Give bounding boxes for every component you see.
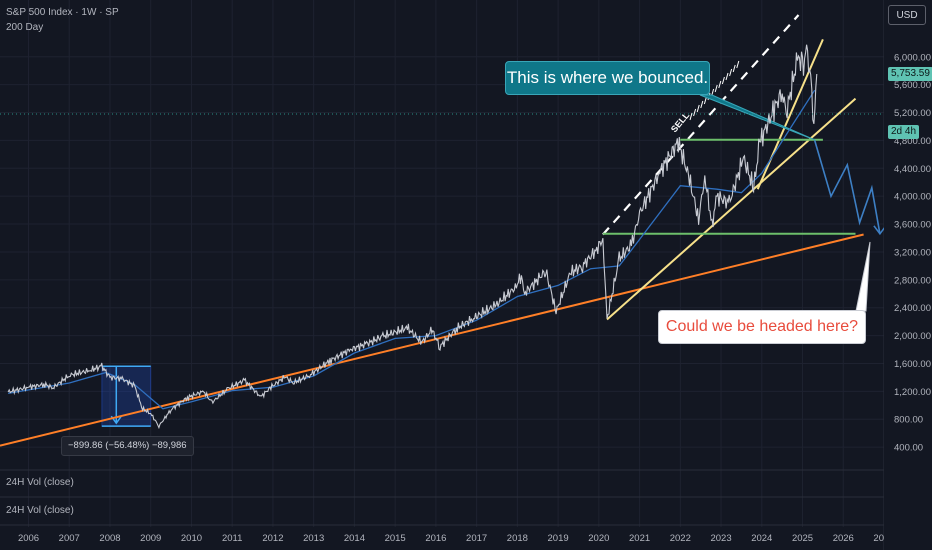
projection-path: [813, 140, 881, 234]
x-tick-label: 2011: [222, 533, 242, 544]
sell-hatch-mark: [714, 84, 718, 93]
y-tick-label: 4,800.00: [894, 136, 931, 147]
x-tick-label: 2013: [303, 533, 324, 544]
bounce-callout-pointer: [699, 94, 816, 141]
y-tick-label: 4,000.00: [894, 192, 931, 203]
x-tick-label: 2026: [833, 533, 854, 544]
x-tick-label: 2025: [792, 533, 813, 544]
y-tick-label: 2,000.00: [894, 331, 931, 342]
drawdown-measure-label: −899.86 (−56.48%) −89,986: [61, 436, 194, 456]
y-tick-label: 1,200.00: [894, 387, 931, 398]
y-tick-label: 3,600.00: [894, 220, 931, 231]
x-tick-label: 2022: [670, 533, 691, 544]
indicator-label[interactable]: 200 Day: [6, 22, 44, 33]
upper-channel-dashed-line: [602, 14, 800, 236]
countdown-tag: 2d 4h: [888, 124, 920, 139]
x-tick-label: 2014: [344, 533, 365, 544]
sell-hatch-mark: [696, 104, 700, 113]
price-axis: 6,000.00 5,600.00 5,200.00 4,800.00 4,400.00…: [884, 0, 932, 550]
grid: [0, 0, 885, 527]
sell-hatch-mark: [725, 72, 729, 81]
y-tick-label: 800.00: [894, 415, 923, 426]
x-tick-label: 2010: [181, 533, 202, 544]
y-tick-label: 5,600.00: [894, 80, 931, 91]
sell-hatch-mark: [721, 76, 725, 85]
projection-arrow-head: [873, 225, 887, 236]
x-tick-label: 2009: [140, 533, 161, 544]
y-tick-label: 1,600.00: [894, 359, 931, 370]
y-tick-label: 5,200.00: [894, 108, 931, 119]
x-tick-label: 2008: [99, 533, 120, 544]
y-tick-label: 3,200.00: [894, 247, 931, 258]
covid-uptrend-line: [606, 97, 857, 321]
x-tick-label: 2019: [548, 533, 569, 544]
x-tick-label: 2012: [262, 533, 283, 544]
sell-hatch-mark: [732, 64, 736, 73]
x-tick-label: 2020: [588, 533, 609, 544]
current-price-tag: 5,753.59: [888, 66, 932, 81]
ma-200-line: [7, 89, 816, 410]
y-tick-label: 4,400.00: [894, 164, 931, 175]
x-tick-label: 2024: [751, 533, 772, 544]
x-tick-label: 2017: [466, 533, 487, 544]
symbol-title[interactable]: S&P 500 Index · 1W · SP: [6, 7, 119, 18]
volume-pane-label-2[interactable]: 24H Vol (close): [6, 505, 74, 516]
time-axis: 2006 2007 2008 2009 2010 2011 2012 2013 2014 2015…: [18, 533, 884, 544]
bounce-callout[interactable]: This is where we bounced.: [505, 61, 710, 95]
x-tick-label: 2021: [629, 533, 650, 544]
currency-button[interactable]: USD: [888, 5, 926, 25]
x-tick-label: 2016: [425, 533, 446, 544]
y-tick-label: 2,800.00: [894, 275, 931, 286]
sell-hatch-mark: [703, 96, 707, 105]
sell-hatch-mark: [729, 68, 733, 77]
x-tick-label: 2007: [59, 533, 80, 544]
x-tick-label: 2006: [18, 533, 39, 544]
y-tick-label: 6,000.00: [894, 52, 931, 63]
headed-callout[interactable]: Could we be headed here?: [658, 310, 866, 344]
price-axis-bg: [884, 0, 932, 550]
x-tick-label: 2023: [710, 533, 731, 544]
y-tick-label: 2,400.00: [894, 303, 931, 314]
x-tick-label: 2018: [507, 533, 528, 544]
x-tick-label: 20: [873, 533, 884, 544]
steep-uptrend-line: [756, 39, 824, 190]
sell-hatch-mark: [718, 80, 722, 89]
sell-hatch-mark: [736, 60, 740, 69]
price-line: [7, 44, 818, 430]
series: [0, 44, 884, 430]
sell-hatch-mark: [689, 112, 693, 121]
sell-hatch-mark: [700, 100, 704, 109]
y-tick-label: 400.00: [894, 443, 923, 454]
sell-hatch-mark: [693, 108, 697, 117]
x-tick-label: 2015: [385, 533, 406, 544]
volume-pane-label-1[interactable]: 24H Vol (close): [6, 477, 74, 488]
drawings: SELL: [0, 14, 887, 447]
